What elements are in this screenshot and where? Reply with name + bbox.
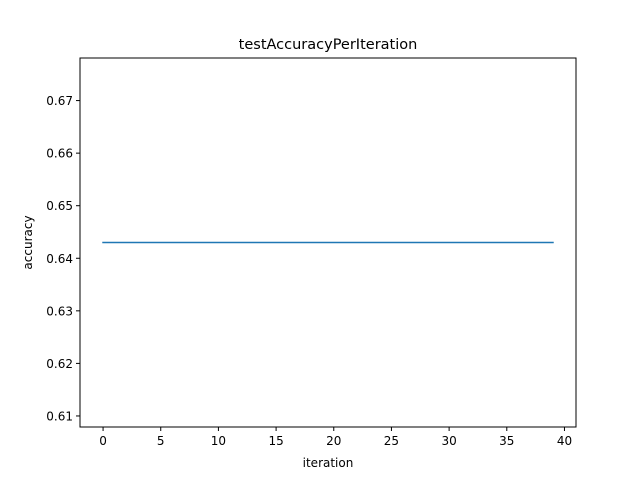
- x-tick-label: 10: [211, 434, 226, 448]
- x-tick-label: 30: [441, 434, 456, 448]
- x-axis-label: iteration: [303, 456, 354, 470]
- x-tick-label: 0: [99, 434, 107, 448]
- x-tick-label: 40: [557, 434, 572, 448]
- y-tick-label: 0.66: [46, 147, 73, 161]
- x-tick-label: 35: [499, 434, 514, 448]
- y-tick-label: 0.63: [46, 304, 73, 318]
- x-axis: 0 5 10 15 20 25 30 35 40: [99, 427, 572, 448]
- y-tick-label: 0.61: [46, 409, 73, 423]
- x-tick-label: 20: [326, 434, 341, 448]
- y-axis-label: accuracy: [21, 215, 35, 269]
- x-tick-label: 25: [384, 434, 399, 448]
- x-tick-label: 5: [157, 434, 165, 448]
- y-tick-label: 0.62: [46, 357, 73, 371]
- y-tick-label: 0.67: [46, 94, 73, 108]
- x-tick-label: 15: [268, 434, 283, 448]
- y-tick-label: 0.65: [46, 199, 73, 213]
- plot-frame: [79, 57, 577, 428]
- chart-title: testAccuracyPerIteration: [239, 37, 418, 53]
- y-tick-label: 0.64: [46, 252, 73, 266]
- y-axis: 0.61 0.62 0.63 0.64 0.65 0.66 0.67: [46, 94, 80, 423]
